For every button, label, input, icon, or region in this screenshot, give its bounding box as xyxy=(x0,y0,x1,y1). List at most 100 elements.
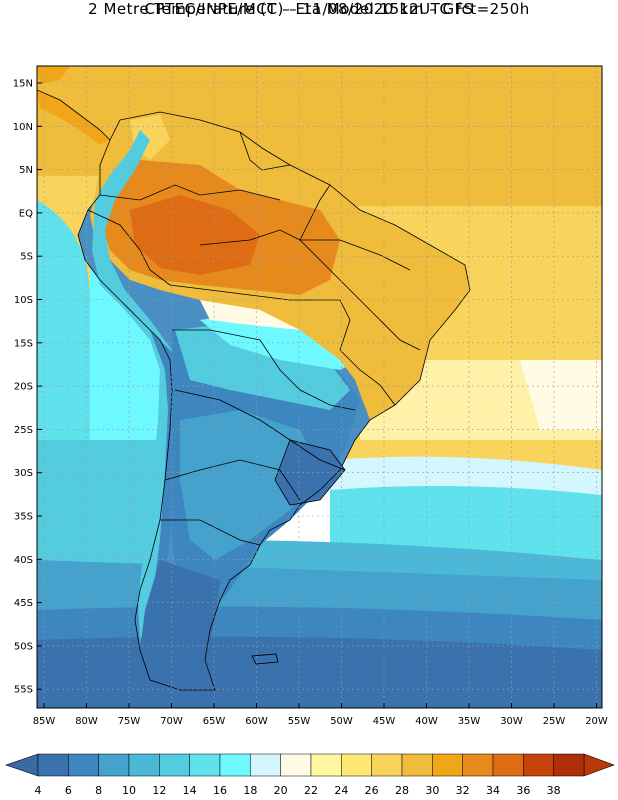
lon-tick-label: 80W xyxy=(75,716,98,727)
colorbar-swatch xyxy=(371,753,403,777)
land-central-america xyxy=(37,90,110,145)
lat-tick-label: 20S xyxy=(14,382,33,393)
colorbar-level-label: 18 xyxy=(243,784,257,797)
lon-tick-label: 20W xyxy=(585,716,608,727)
lat-tick-label: 45S xyxy=(14,598,33,609)
colorbar-level-label: 8 xyxy=(95,784,102,797)
lat-tick-label: 15N xyxy=(13,79,33,90)
colorbar-swatch xyxy=(401,753,433,777)
border-bolivia-brazil xyxy=(169,284,351,351)
border-venezuela xyxy=(239,131,291,171)
colorbar-level-label: 38 xyxy=(547,784,561,797)
colorbar-swatch xyxy=(189,753,221,777)
colorbar-level-label: 12 xyxy=(152,784,166,797)
land-central-america-north xyxy=(37,66,70,84)
colorbar-swatch xyxy=(37,753,69,777)
field-band-southern-ocean-3 xyxy=(37,636,602,708)
land-patagonia xyxy=(140,560,220,690)
lon-tick-label: 30W xyxy=(500,716,523,727)
border-brazil-states-2 xyxy=(199,229,411,271)
political-borders xyxy=(37,89,471,691)
colorbar-swatch xyxy=(492,753,524,777)
lon-tick-label: 75W xyxy=(118,716,141,727)
lon-tick-label: 35W xyxy=(458,716,481,727)
border-argentina-north xyxy=(174,389,346,471)
lon-tick-label: 60W xyxy=(245,716,268,727)
colorbar-level-label: 6 xyxy=(65,784,72,797)
colorbar-level-label: 30 xyxy=(425,784,439,797)
longitude-labels: 85W 80W 75W 70W 65W 60W 55W 50W 45W 40W 35W 30W 25W 2… xyxy=(33,716,608,727)
latitude-labels: 15N 10N 5N EQ 5S 10S 15S 20S 25S 30S 35S 40S 45S 50S 5… xyxy=(13,79,33,696)
lat-tick-label: 55S xyxy=(14,685,33,696)
border-brazil-states-1 xyxy=(299,184,421,351)
colorbar-swatch xyxy=(159,753,190,777)
border-argentina-provinces xyxy=(164,459,301,501)
land-pantanal xyxy=(200,310,360,370)
colorbar-level-label: 22 xyxy=(304,784,318,797)
lon-tick-label: 45W xyxy=(373,716,396,727)
colorbar-level-label: 14 xyxy=(183,784,197,797)
colorbar-swatch xyxy=(250,753,281,777)
border-argentina-south xyxy=(160,519,261,546)
colorbar-swatch xyxy=(98,753,130,777)
colorbar-level-label: 36 xyxy=(516,784,530,797)
lon-tick-label: 70W xyxy=(160,716,183,727)
lat-tick-label: 35S xyxy=(14,512,33,523)
colorbar-level-label: 20 xyxy=(274,784,288,797)
land-andes xyxy=(92,130,175,640)
land-pampas xyxy=(180,410,320,560)
colorbar-swatch xyxy=(462,753,494,777)
colorbar-level-label: 10 xyxy=(122,784,136,797)
lat-tick-label: EQ xyxy=(19,208,33,219)
colorbar-high-arrow xyxy=(583,753,615,777)
lat-tick-label: 25S xyxy=(14,425,33,436)
colorbar-swatch xyxy=(219,753,251,777)
colorbar-swatch xyxy=(523,753,554,777)
graticule xyxy=(37,66,602,708)
colorbar-level-label: 16 xyxy=(213,784,227,797)
coastline xyxy=(77,111,471,691)
border-brazil-states-3 xyxy=(339,349,396,406)
colorbar-level-label: 34 xyxy=(486,784,500,797)
lat-tick-label: 40S xyxy=(14,555,33,566)
colorbar-swatch xyxy=(553,753,585,777)
lat-tick-label: 15S xyxy=(14,338,33,349)
border-uruguay xyxy=(274,439,346,506)
chart-title-line-1: CPTEC/INPE/MCT – Eta Model 15km – GFS xyxy=(144,0,474,18)
plot-frame xyxy=(36,65,603,709)
lat-tick-label: 10N xyxy=(13,122,33,133)
colorbar-swatch xyxy=(310,753,342,777)
land-amazon-hottest xyxy=(130,195,260,275)
border-falklands xyxy=(251,653,279,665)
colorbar-swatch xyxy=(280,753,312,777)
chart-title-line-2: 2 Metre Temperature (C) – 11/08/2020 12U… xyxy=(88,0,530,18)
lat-tick-label: 5S xyxy=(20,252,33,263)
colorbar-swatch xyxy=(128,753,160,777)
lon-tick-label: 50W xyxy=(330,716,353,727)
lat-tick-label: 5N xyxy=(19,165,33,176)
coast-central-america xyxy=(37,89,111,141)
field-band-south-atlantic-1 xyxy=(330,486,602,560)
colorbar-level-label: 28 xyxy=(395,784,409,797)
lon-tick-label: 65W xyxy=(203,716,226,727)
colorbar xyxy=(5,753,615,777)
border-colombia-brazil xyxy=(99,184,281,201)
colorbar-swatch xyxy=(341,753,372,777)
lat-tick-label: 10S xyxy=(14,295,33,306)
colorbar-level-label: 24 xyxy=(334,784,348,797)
lat-tick-label: 50S xyxy=(14,641,33,652)
colorbar-swatch xyxy=(68,753,99,777)
colorbar-level-label: 26 xyxy=(365,784,379,797)
lon-tick-label: 55W xyxy=(288,716,311,727)
colorbar-labels: 4 6 8 10 12 14 16 18 20 22 24 26 28 30 32 34 36 38 xyxy=(35,784,561,797)
lat-tick-label: 30S xyxy=(14,468,33,479)
border-paraguay xyxy=(172,329,356,411)
colorbar-level-label: 32 xyxy=(456,784,470,797)
lon-tick-label: 85W xyxy=(33,716,56,727)
colorbar-level-label: 4 xyxy=(35,784,42,797)
lon-tick-label: 25W xyxy=(543,716,566,727)
field-band-pale xyxy=(520,360,602,430)
colorbar-low-arrow xyxy=(5,753,39,777)
border-ecuador-peru xyxy=(87,209,171,286)
lon-tick-label: 40W xyxy=(415,716,438,727)
